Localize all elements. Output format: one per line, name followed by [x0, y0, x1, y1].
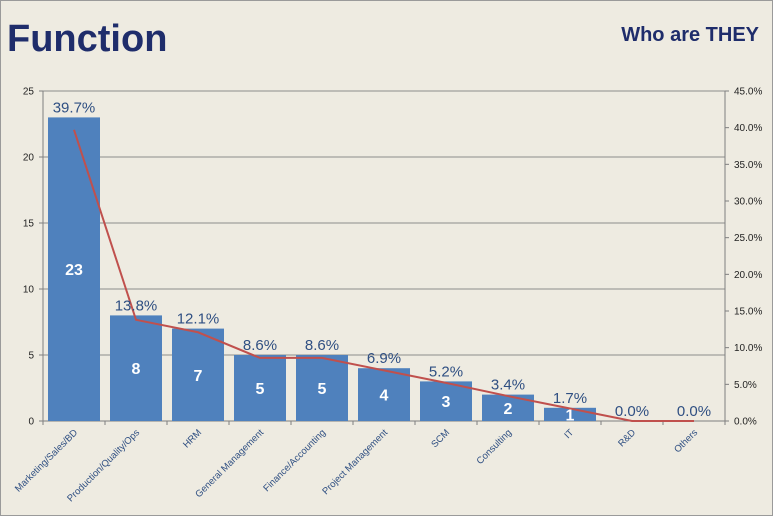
bar — [358, 368, 410, 421]
bar-value-label: 5 — [256, 381, 265, 398]
percent-label: 12.1% — [177, 311, 220, 328]
y-left-tick-label: 20 — [23, 153, 35, 164]
x-tick-label: Marketing/Sales/BD — [13, 427, 80, 494]
x-tick-label: Others — [672, 427, 700, 455]
bar-value-label: 4 — [380, 388, 389, 405]
y-right-tick-label: 45.0% — [734, 87, 762, 98]
x-tick-label: HRM — [181, 427, 204, 450]
page-subtitle: Who are THEY — [621, 24, 759, 46]
page-title: Function — [7, 18, 168, 60]
x-tick-label: Production/Quality/Ops — [65, 427, 142, 504]
bar — [234, 355, 286, 421]
y-right-tick-label: 30.0% — [734, 197, 762, 208]
bar — [420, 381, 472, 421]
x-tick-label: R&D — [616, 427, 638, 449]
y-right-tick-label: 10.0% — [734, 343, 762, 354]
bar-value-label: 7 — [194, 368, 203, 385]
bar — [48, 117, 100, 422]
y-left-tick-label: 25 — [23, 87, 35, 98]
percent-label: 13.8% — [115, 297, 158, 314]
percent-label: 0.0% — [615, 403, 649, 420]
y-right-tick-label: 20.0% — [734, 270, 762, 281]
y-left-tick-label: 0 — [28, 417, 34, 428]
y-right-tick-label: 5.0% — [734, 380, 757, 391]
bar-value-label: 1 — [566, 407, 575, 424]
y-left-tick-label: 5 — [28, 351, 34, 362]
x-tick-label: Consulting — [475, 427, 515, 467]
x-tick-label: Project Management — [320, 427, 390, 497]
y-right-tick-label: 0.0% — [734, 417, 757, 428]
y-left-tick-label: 15 — [23, 219, 35, 230]
x-tick-label: IT — [562, 427, 576, 441]
percent-label: 1.7% — [553, 390, 587, 407]
percent-label: 8.6% — [305, 337, 339, 354]
x-tick-label: General Management — [193, 427, 266, 500]
bar-value-label: 5 — [318, 381, 327, 398]
y-right-tick-label: 40.0% — [734, 123, 762, 134]
percent-label: 8.6% — [243, 337, 277, 354]
percent-label: 6.9% — [367, 350, 401, 367]
bar — [172, 328, 224, 421]
bar — [110, 315, 162, 421]
bar-value-label: 2 — [504, 401, 513, 418]
percent-label: 0.0% — [677, 403, 711, 420]
bar-value-label: 3 — [442, 394, 451, 411]
bar — [296, 355, 348, 421]
percent-label: 39.7% — [53, 99, 96, 116]
y-right-tick-label: 25.0% — [734, 233, 762, 244]
y-left-tick-label: 10 — [23, 285, 35, 296]
x-tick-label: Finance/Accounting — [261, 427, 328, 494]
y-right-tick-label: 15.0% — [734, 307, 762, 318]
x-tick-label: SCM — [429, 427, 452, 450]
percent-label: 3.4% — [491, 377, 525, 394]
bar-value-label: 8 — [132, 361, 141, 378]
percent-line — [73, 129, 694, 422]
y-right-tick-label: 35.0% — [734, 160, 762, 171]
bar-value-label: 23 — [65, 262, 83, 279]
percent-label: 5.2% — [429, 363, 463, 380]
